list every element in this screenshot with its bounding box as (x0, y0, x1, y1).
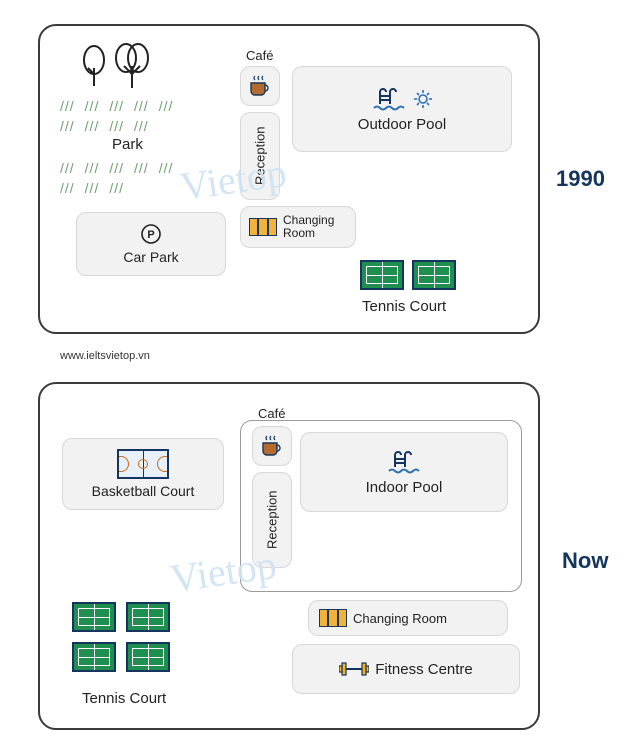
pool-icon (372, 86, 406, 112)
car-park-label: Car Park (123, 249, 178, 265)
grass-icon: /////////////// (60, 160, 173, 176)
changing-room-box: ChangingRoom (240, 206, 356, 248)
grass-icon: /////////////// (60, 98, 173, 114)
tennis-courts-now (72, 602, 170, 672)
changing-room-label-now: Changing Room (353, 611, 447, 626)
tennis-label-now: Tennis Court (82, 690, 166, 707)
svg-text:P: P (147, 229, 154, 241)
fitness-label: Fitness Centre (375, 661, 473, 678)
reception-box-now: Reception (252, 472, 292, 568)
changing-room-box-now: Changing Room (308, 600, 508, 636)
sun-icon (414, 90, 432, 108)
era-label-1990: 1990 (556, 166, 605, 192)
cafe-box-now (252, 426, 292, 466)
tennis-court-icon (126, 642, 170, 672)
tennis-label-1990: Tennis Court (362, 298, 446, 315)
cafe-label: Café (246, 48, 273, 63)
barbell-icon (339, 660, 369, 678)
changing-room-label: ChangingRoom (283, 214, 334, 240)
indoor-pool-box: Indoor Pool (300, 432, 508, 512)
lockers-icon (319, 609, 347, 627)
tennis-court-icon (412, 260, 456, 290)
basketball-box: Basketball Court (62, 438, 224, 510)
lockers-icon (249, 218, 277, 236)
grass-icon: ///////// (60, 180, 124, 196)
parking-icon: P (140, 223, 162, 245)
tennis-court-icon (360, 260, 404, 290)
outdoor-pool-label: Outdoor Pool (358, 116, 446, 133)
source-url: www.ieltsvietop.vn (60, 350, 150, 362)
tennis-court-icon (72, 642, 116, 672)
tennis-courts-1990 (360, 260, 456, 290)
coffee-icon (259, 433, 285, 459)
car-park-box: P Car Park (76, 212, 226, 276)
coffee-icon (247, 73, 273, 99)
cafe-label-now: Café (258, 406, 285, 421)
reception-label: Reception (253, 127, 268, 186)
reception-label-now: Reception (265, 491, 280, 550)
fitness-box: Fitness Centre (292, 644, 520, 694)
tree-icon (112, 40, 152, 90)
park-label: Park (112, 136, 143, 153)
indoor-pool-label: Indoor Pool (366, 479, 443, 496)
reception-box: Reception (240, 112, 280, 200)
tennis-court-icon (72, 602, 116, 632)
tree-icon (80, 44, 108, 88)
cafe-box (240, 66, 280, 106)
pool-icon (387, 449, 421, 475)
grass-icon: //////////// (60, 118, 149, 134)
tennis-court-icon (126, 602, 170, 632)
basketball-court-icon (117, 449, 169, 479)
basketball-label: Basketball Court (92, 483, 195, 499)
era-label-now: Now (562, 548, 608, 574)
outdoor-pool-box: Outdoor Pool (292, 66, 512, 152)
